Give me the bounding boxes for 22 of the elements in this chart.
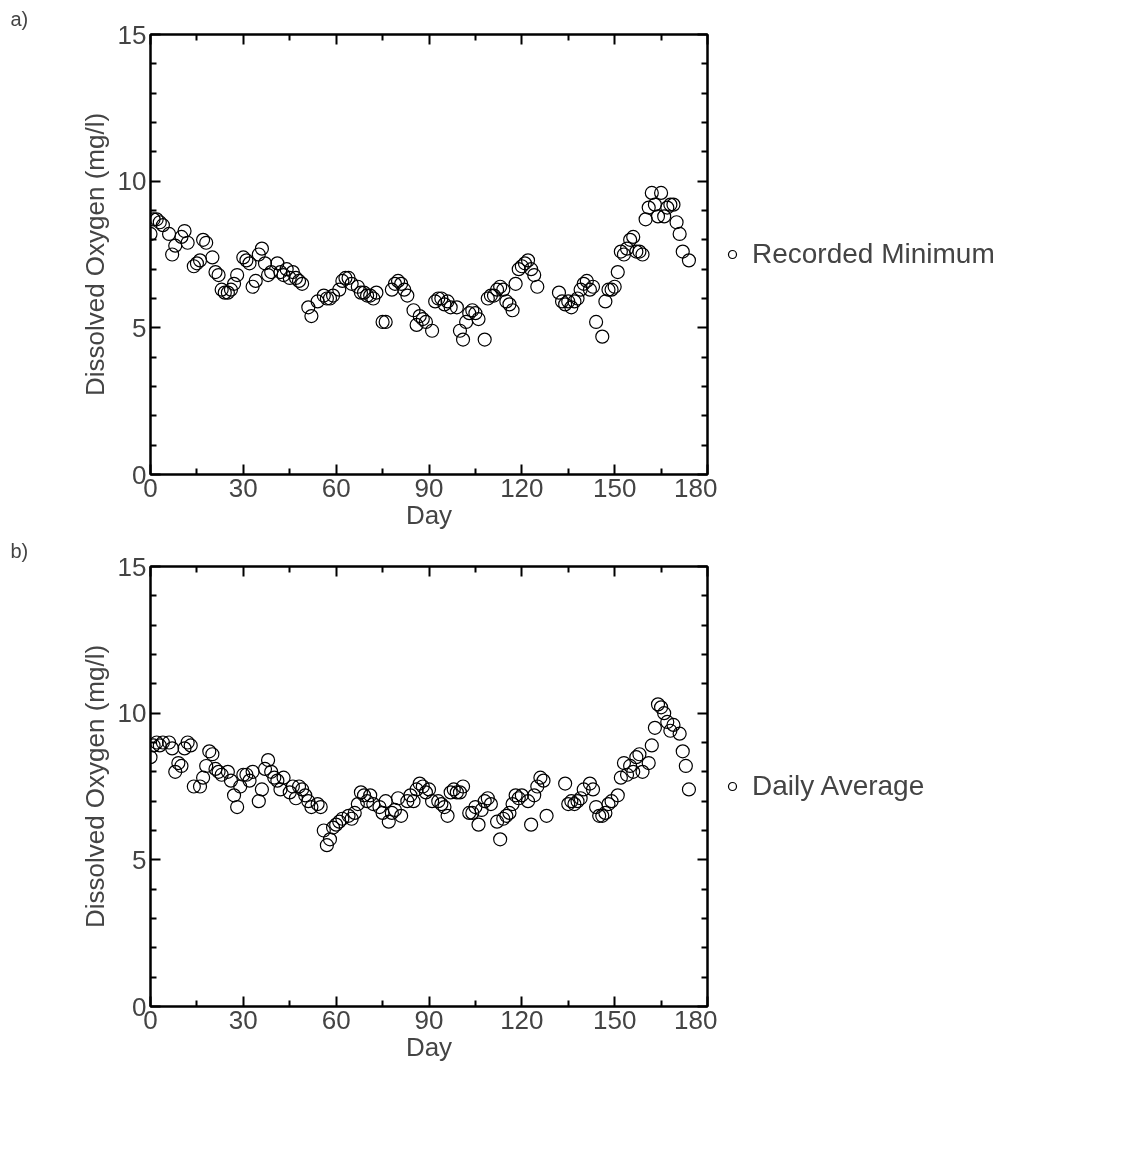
x-tick-label: 180 <box>674 472 718 503</box>
x-tick-label: 120 <box>500 472 544 503</box>
legend-label: Recorded Minimum <box>752 238 995 270</box>
chart-title: b) <box>10 539 29 562</box>
legend-label: Daily Average <box>752 770 925 802</box>
x-tick-label: 150 <box>592 472 637 503</box>
y-tick-label: 5 <box>132 312 147 343</box>
x-tick-label: 150 <box>592 1004 637 1035</box>
y-tick-label: 15 <box>117 19 147 50</box>
y-tick-label: 15 <box>117 551 147 582</box>
x-tick-label: 30 <box>228 1004 258 1035</box>
y-tick-label: 10 <box>117 698 147 729</box>
x-tick-label: 180 <box>674 1004 718 1035</box>
x-tick-label: 60 <box>321 1004 351 1035</box>
y-axis-title: Dissolved Oxygen (mg/l) <box>79 112 110 397</box>
y-axis-title: Dissolved Oxygen (mg/l) <box>79 644 110 929</box>
chart-title: a) <box>10 7 29 30</box>
y-tick-label: 5 <box>132 844 147 875</box>
x-tick-label: 60 <box>321 472 351 503</box>
y-tick-label: 10 <box>117 166 147 197</box>
x-tick-label: 30 <box>228 472 258 503</box>
x-tick-label: 120 <box>500 1004 544 1035</box>
